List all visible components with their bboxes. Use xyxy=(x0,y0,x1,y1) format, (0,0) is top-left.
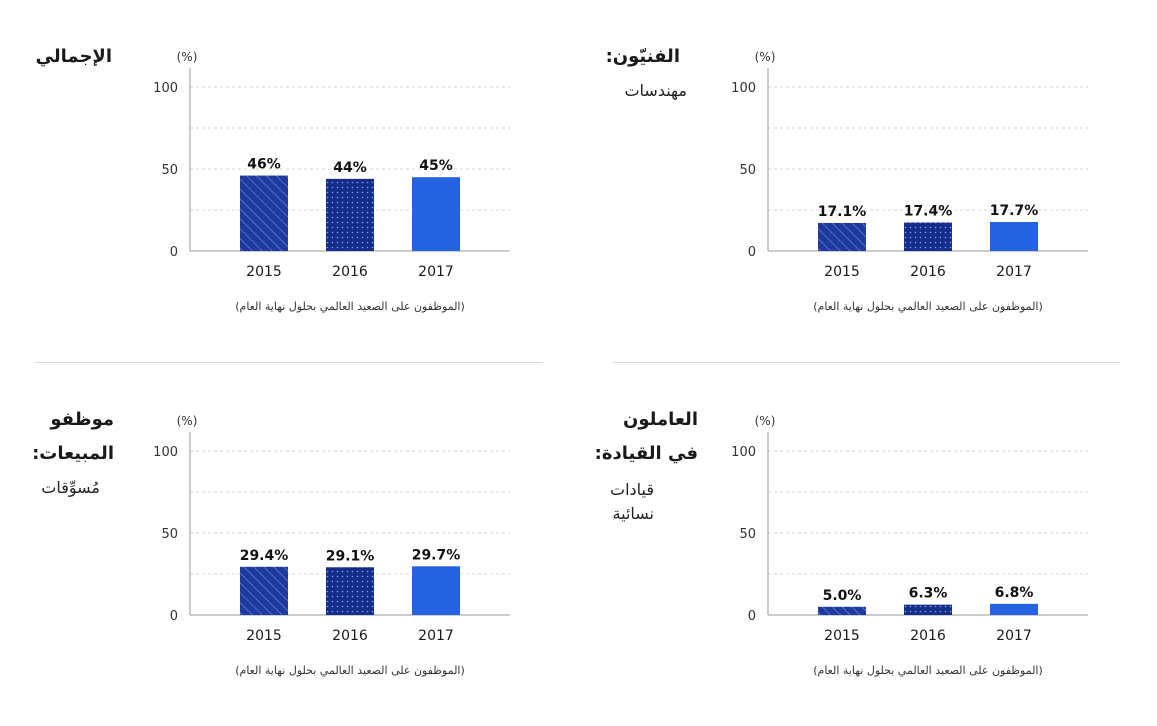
x-tick-label: 2017 xyxy=(996,628,1032,644)
data-label: 17.7% xyxy=(990,203,1039,219)
x-tick-label: 2016 xyxy=(332,264,368,280)
panel-subtitle-technical: مهندسات xyxy=(624,81,687,100)
data-label: 29.7% xyxy=(412,547,461,563)
data-label: 45% xyxy=(419,158,453,174)
panel-title-leadership: العاملون في القيادة: xyxy=(594,409,698,464)
divider-left xyxy=(35,362,543,363)
x-tick-label: 2017 xyxy=(996,264,1032,280)
panel-title-sales: موظفو المبيعات: xyxy=(32,409,114,464)
panel-title-technical: الفنيّون: xyxy=(605,46,680,67)
x-tick-label: 2016 xyxy=(910,628,946,644)
x-tick-label: 2017 xyxy=(418,264,454,280)
y-tick-label: 100 xyxy=(153,445,178,460)
x-tick-label: 2015 xyxy=(246,628,282,644)
y-tick-label: 100 xyxy=(153,81,178,96)
data-label: 6.8% xyxy=(995,585,1034,601)
divider-right xyxy=(613,362,1120,363)
data-label: 17.4% xyxy=(904,203,953,219)
panel-title-total: الإجمالي xyxy=(35,46,112,67)
panel-subtitle-leadership: قيادات نسائية xyxy=(610,480,654,523)
panel-subtitle-sales: مُسوِّقات xyxy=(41,478,100,497)
footnote: (الموظفون على الصعيد العالمي بحلول نهاية… xyxy=(813,664,1043,677)
bar-2017 xyxy=(412,566,460,615)
unit-label: (%) xyxy=(177,414,198,428)
data-label: 46% xyxy=(247,157,281,173)
bar-2015 xyxy=(240,175,288,251)
bar-2016 xyxy=(904,604,952,615)
footnote: (الموظفون على الصعيد العالمي بحلول نهاية… xyxy=(813,300,1043,313)
data-label: 29.1% xyxy=(326,548,375,564)
y-tick-label: 50 xyxy=(161,163,178,178)
x-tick-label: 2016 xyxy=(332,628,368,644)
bar-2017 xyxy=(990,603,1038,615)
unit-label: (%) xyxy=(177,50,198,64)
data-label: 17.1% xyxy=(818,204,867,220)
bar-chart-technical: (%) 100 50 0 17.1% 2015 17.4% 2016 17.7% 2017 (الم… xyxy=(731,50,1088,313)
unit-label: (%) xyxy=(755,414,776,428)
bar-2015 xyxy=(818,606,866,615)
data-label: 44% xyxy=(333,160,367,176)
bar-2016 xyxy=(326,567,374,615)
footnote: (الموظفون على الصعيد العالمي بحلول نهاية… xyxy=(235,300,465,313)
x-tick-label: 2017 xyxy=(418,628,454,644)
bar-2015 xyxy=(240,566,288,615)
bar-chart-leadership: (%) 100 50 0 5.0% 2015 6.3% 2016 6.8% 2017 (الموظف… xyxy=(731,414,1088,677)
y-tick-label: 100 xyxy=(731,81,756,96)
y-tick-label: 50 xyxy=(161,527,178,542)
data-label: 6.3% xyxy=(909,586,948,602)
x-tick-label: 2015 xyxy=(246,264,282,280)
data-label: 29.4% xyxy=(240,548,289,564)
data-label: 5.0% xyxy=(823,588,862,604)
bar-2016 xyxy=(904,222,952,251)
bar-chart-sales: (%) 100 50 0 29.4% 2015 29.1% 2016 29.7% 2017 (الم… xyxy=(153,414,510,677)
y-tick-label: 50 xyxy=(739,163,756,178)
y-tick-label: 50 xyxy=(739,527,756,542)
x-tick-label: 2016 xyxy=(910,264,946,280)
x-tick-label: 2015 xyxy=(824,628,860,644)
y-tick-label: 0 xyxy=(170,609,178,624)
y-tick-label: 0 xyxy=(748,609,756,624)
bar-chart-total: (%) 100 50 0 46% 2015 44% 2016 45% 2017 (الموظفون … xyxy=(153,50,510,313)
y-tick-label: 0 xyxy=(748,245,756,260)
y-tick-label: 0 xyxy=(170,245,178,260)
x-tick-label: 2015 xyxy=(824,264,860,280)
unit-label: (%) xyxy=(755,50,776,64)
bar-2017 xyxy=(412,177,460,251)
bar-2017 xyxy=(990,221,1038,251)
footnote: (الموظفون على الصعيد العالمي بحلول نهاية… xyxy=(235,664,465,677)
bar-2016 xyxy=(326,178,374,251)
y-tick-label: 100 xyxy=(731,445,756,460)
bar-2015 xyxy=(818,222,866,251)
